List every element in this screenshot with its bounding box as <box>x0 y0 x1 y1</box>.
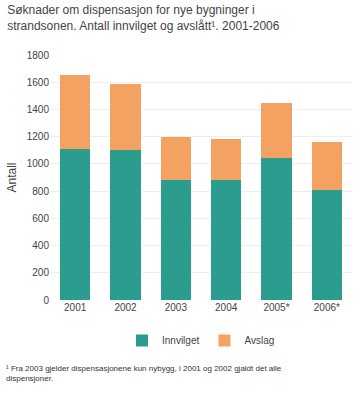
svg-text:1400: 1400 <box>27 104 50 115</box>
svg-text:2003: 2003 <box>165 302 188 313</box>
svg-text:1200: 1200 <box>27 131 50 142</box>
svg-text:800: 800 <box>32 186 49 197</box>
svg-text:1000: 1000 <box>27 158 50 169</box>
svg-text:0: 0 <box>43 295 49 306</box>
svg-text:2002: 2002 <box>114 302 137 313</box>
svg-text:¹ Fra 2003 gjelder dispensasjo: ¹ Fra 2003 gjelder dispensasjonene kun n… <box>6 364 282 383</box>
svg-text:Avslag: Avslag <box>244 335 274 346</box>
svg-text:2006*: 2006* <box>314 302 340 313</box>
svg-text:600: 600 <box>32 213 49 224</box>
svg-text:200: 200 <box>32 267 49 278</box>
svg-text:2004: 2004 <box>215 302 238 313</box>
svg-text:Antall: Antall <box>5 162 19 192</box>
svg-text:2001: 2001 <box>64 302 87 313</box>
svg-text:Søknader om dispensasjon for n: Søknader om dispensasjon for nye bygning… <box>7 3 280 33</box>
svg-text:2005*: 2005* <box>263 302 289 313</box>
svg-text:Innvilget: Innvilget <box>162 335 199 346</box>
svg-text:400: 400 <box>32 240 49 251</box>
svg-text:1800: 1800 <box>27 50 50 61</box>
svg-text:1600: 1600 <box>27 77 50 88</box>
